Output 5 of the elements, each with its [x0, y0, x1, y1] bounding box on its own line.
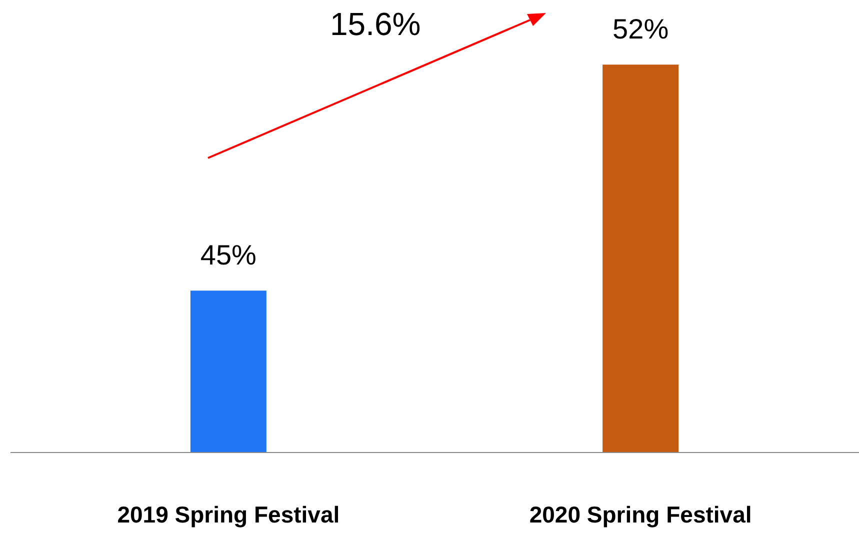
data-label: 45%	[200, 240, 256, 271]
annotation: 15.6%	[330, 6, 421, 43]
data-label: 52%	[612, 14, 669, 45]
x-tick-label: 2020 Spring Festival	[529, 502, 752, 528]
x-tick-label: 2019 Spring Festival	[117, 502, 340, 528]
